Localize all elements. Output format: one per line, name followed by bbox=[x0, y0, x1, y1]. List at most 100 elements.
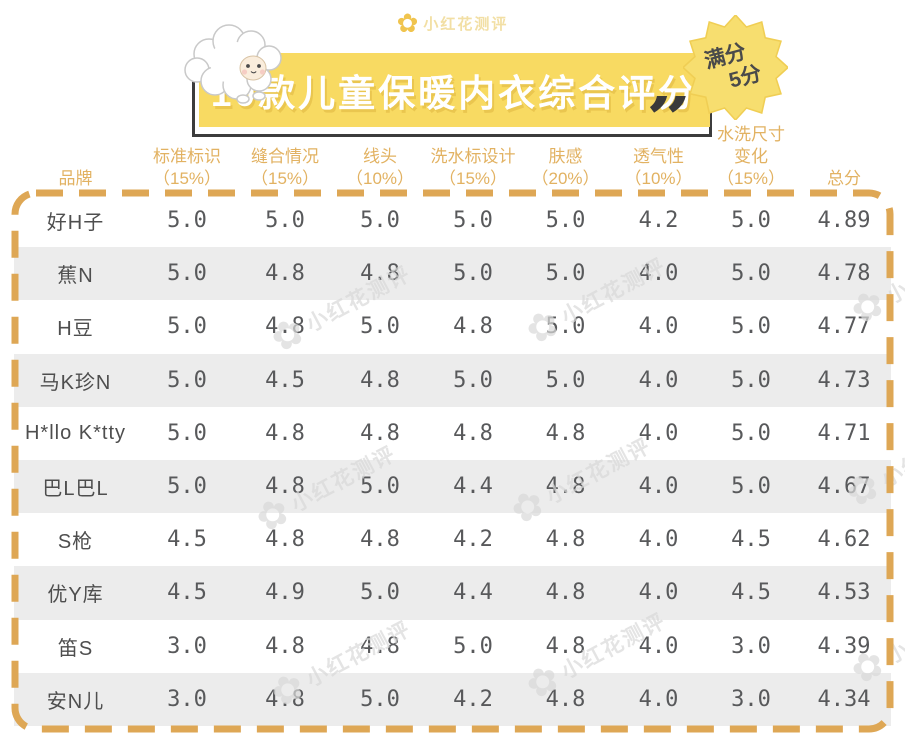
column-header: 缝合情况 （15%） bbox=[237, 124, 333, 192]
score-cell: 4.8 bbox=[265, 686, 305, 712]
score-cell: 5.0 bbox=[167, 261, 207, 287]
total-score-cell: 4.62 bbox=[817, 527, 871, 553]
score-cell: 4.8 bbox=[545, 686, 586, 712]
score-cell: 4.0 bbox=[638, 686, 679, 712]
brand-cell: 好H子 bbox=[46, 212, 105, 235]
column-header: 透气性 （10%） bbox=[612, 124, 705, 192]
brand-cell: 笛S bbox=[57, 637, 94, 660]
page-title: 10款儿童保暖内衣综合评分 bbox=[210, 73, 699, 114]
logo-flower-icon bbox=[397, 10, 419, 37]
score-cell: 4.5 bbox=[265, 367, 305, 393]
table-row: 笛S 3.0 4.8 4.8 5.0 4.8 4.0 3.0 4.39 bbox=[14, 620, 891, 673]
table-row: 安N儿 3.0 4.8 5.0 4.2 4.8 4.0 3.0 4.34 bbox=[14, 672, 891, 726]
column-header: 洗水标设计 （15%） bbox=[427, 124, 519, 192]
score-cell: 4.5 bbox=[167, 580, 207, 606]
column-label: 缝合情况 bbox=[251, 146, 319, 166]
score-cell: 3.0 bbox=[167, 686, 207, 712]
table-row: 蕉N 5.0 4.8 4.8 5.0 5.0 4.0 5.0 4.78 bbox=[14, 247, 891, 301]
score-cell: 5.0 bbox=[545, 314, 586, 340]
score-cell: 5.0 bbox=[360, 208, 400, 234]
score-cell: 5.0 bbox=[731, 420, 771, 446]
score-cell: 3.0 bbox=[731, 686, 771, 712]
score-cell: 5.0 bbox=[453, 633, 493, 659]
column-weight: （15%） bbox=[438, 168, 508, 188]
score-cell: 3.0 bbox=[731, 633, 771, 659]
score-cell: 4.2 bbox=[638, 208, 679, 234]
quote-icon: ” bbox=[646, 96, 693, 130]
full-score-badge: 满分 5分 bbox=[683, 15, 788, 120]
column-weight: （15%） bbox=[716, 168, 786, 188]
score-cell: 4.5 bbox=[731, 580, 771, 606]
column-weight: （10%） bbox=[624, 168, 693, 188]
total-score-cell: 4.34 bbox=[817, 686, 871, 712]
total-score-cell: 4.67 bbox=[817, 474, 871, 500]
column-label: 透气性 bbox=[633, 146, 684, 166]
score-cell: 4.8 bbox=[453, 420, 493, 446]
title-banner: 10款儿童保暖内衣综合评分 bbox=[199, 53, 710, 127]
score-cell: 4.8 bbox=[453, 314, 493, 340]
table-row: 好H子 5.0 5.0 5.0 5.0 5.0 4.2 5.0 4.89 bbox=[14, 194, 891, 247]
score-cell: 4.0 bbox=[638, 527, 679, 553]
score-cell: 4.8 bbox=[360, 261, 400, 287]
score-cell: 3.0 bbox=[167, 633, 207, 659]
column-label-line2: 变化 bbox=[734, 146, 768, 166]
score-cell: 4.0 bbox=[638, 474, 679, 500]
score-cell: 5.0 bbox=[731, 314, 771, 340]
brand-cell: H*llo K*tty bbox=[24, 421, 127, 444]
column-header: 品牌 bbox=[14, 124, 137, 192]
brand-logo: 小红花测评 bbox=[0, 10, 905, 37]
table-row: S枪 4.5 4.8 4.8 4.2 4.8 4.0 4.5 4.62 bbox=[14, 513, 891, 566]
table-header-row: 品牌 标准标识 （15%） 缝合情况 （15%） 线头 （10%） 洗水标设计 （15%） 肤感（… bbox=[14, 124, 891, 192]
score-cell: 5.0 bbox=[167, 474, 207, 500]
column-weight: （20%） bbox=[531, 168, 600, 188]
score-cell: 4.8 bbox=[545, 420, 586, 446]
column-header: 总分 bbox=[797, 124, 891, 192]
column-weight: （15%） bbox=[152, 168, 222, 188]
score-cell: 5.0 bbox=[453, 208, 493, 234]
score-cell: 4.2 bbox=[453, 527, 493, 553]
table-row: H豆 5.0 4.8 5.0 4.8 5.0 4.0 5.0 4.77 bbox=[14, 300, 891, 353]
score-cell: 5.0 bbox=[731, 367, 771, 393]
column-label: 水洗尺寸 bbox=[717, 125, 785, 144]
score-cell: 5.0 bbox=[167, 420, 207, 446]
score-cell: 4.5 bbox=[167, 527, 207, 553]
score-cell: 4.8 bbox=[265, 527, 305, 553]
brand-cell: 安N儿 bbox=[46, 690, 105, 713]
score-cell: 5.0 bbox=[731, 208, 771, 234]
column-header: 水洗尺寸变化 （15%） bbox=[705, 124, 797, 192]
score-cell: 4.0 bbox=[638, 314, 679, 340]
score-cell: 5.0 bbox=[545, 208, 586, 234]
total-score-cell: 4.39 bbox=[817, 633, 871, 659]
table-row: 巴L巴L 5.0 4.8 5.0 4.4 4.8 4.0 5.0 4.67 bbox=[14, 460, 891, 514]
column-label: 品牌 bbox=[58, 168, 93, 188]
score-cell: 4.8 bbox=[545, 580, 586, 606]
score-cell: 5.0 bbox=[453, 367, 493, 393]
logo-text: 小红花测评 bbox=[423, 16, 509, 33]
score-cell: 4.8 bbox=[265, 420, 305, 446]
score-cell: 5.0 bbox=[360, 580, 400, 606]
score-cell: 5.0 bbox=[731, 261, 771, 287]
column-header: 标准标识 （15%） bbox=[137, 124, 237, 192]
score-table: 好H子 5.0 5.0 5.0 5.0 5.0 4.2 5.0 4.89 蕉N 5.0 4.8 4.8 5… bbox=[14, 194, 891, 726]
score-cell: 5.0 bbox=[265, 208, 305, 234]
score-cell: 4.2 bbox=[453, 686, 493, 712]
score-cell: 5.0 bbox=[453, 261, 493, 287]
column-label: 标准标识 bbox=[153, 146, 221, 166]
starburst-icon bbox=[683, 15, 788, 120]
score-cell: 5.0 bbox=[545, 367, 586, 393]
brand-cell: 巴L巴L bbox=[42, 478, 109, 501]
score-cell: 4.8 bbox=[265, 261, 305, 287]
score-cell: 4.0 bbox=[638, 367, 679, 393]
column-label: 肤感 bbox=[548, 146, 583, 166]
table-row: 马K珍N 5.0 4.5 4.8 5.0 5.0 4.0 5.0 4.73 bbox=[14, 353, 891, 407]
score-cell: 4.8 bbox=[265, 474, 305, 500]
score-cell: 4.8 bbox=[265, 633, 305, 659]
score-cell: 5.0 bbox=[360, 474, 400, 500]
score-cell: 5.0 bbox=[360, 314, 400, 340]
total-score-cell: 4.71 bbox=[817, 420, 871, 446]
table-row: H*llo K*tty 5.0 4.8 4.8 4.8 4.8 4.0 5.0 4.71 bbox=[14, 407, 891, 460]
column-weight: （15%） bbox=[250, 168, 320, 188]
brand-cell: 马K珍N bbox=[39, 371, 112, 394]
score-cell: 4.9 bbox=[265, 580, 305, 606]
score-cell: 5.0 bbox=[167, 208, 207, 234]
